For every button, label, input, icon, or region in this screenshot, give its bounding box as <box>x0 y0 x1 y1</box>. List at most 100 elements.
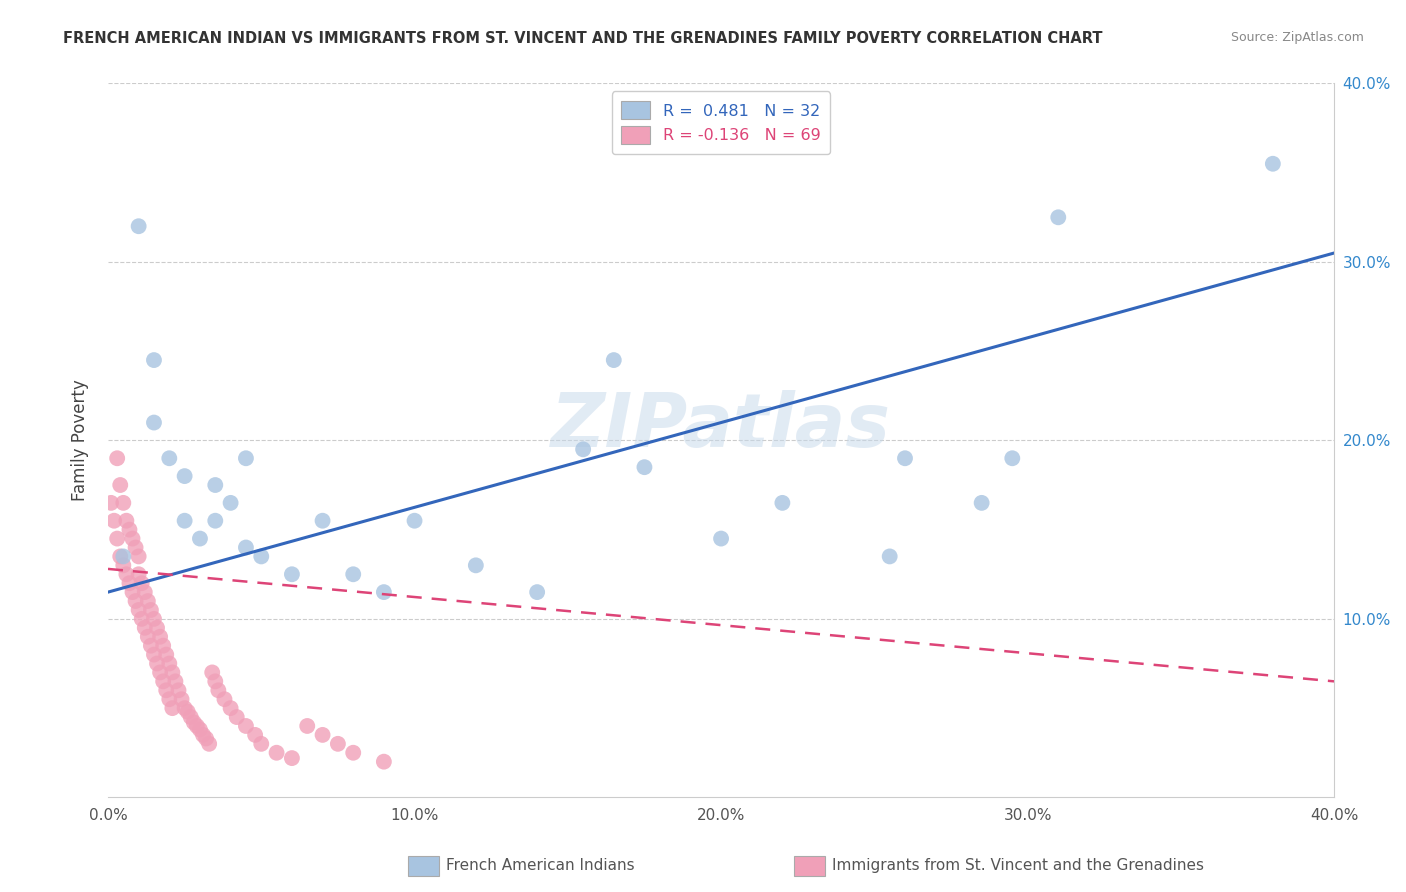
Text: Source: ZipAtlas.com: Source: ZipAtlas.com <box>1230 31 1364 45</box>
Point <box>165 674 187 689</box>
Point <box>404 514 426 528</box>
Point <box>112 549 135 564</box>
Point <box>219 496 242 510</box>
Point <box>170 692 193 706</box>
Point <box>121 585 143 599</box>
Point <box>250 737 273 751</box>
Y-axis label: Family Poverty: Family Poverty <box>72 379 89 501</box>
Point <box>183 715 205 730</box>
Point <box>173 469 195 483</box>
Point <box>603 353 626 368</box>
Point <box>115 567 138 582</box>
Text: French American Indians: French American Indians <box>446 858 634 872</box>
Point <box>204 514 226 528</box>
Point <box>128 549 150 564</box>
Point <box>162 701 184 715</box>
Point <box>152 639 174 653</box>
Point <box>297 719 319 733</box>
Point <box>266 746 288 760</box>
Point <box>201 665 224 680</box>
Point <box>195 731 218 746</box>
Point <box>235 541 257 555</box>
Point <box>143 416 166 430</box>
Text: Immigrants from St. Vincent and the Grenadines: Immigrants from St. Vincent and the Gren… <box>832 858 1205 872</box>
Point <box>204 674 226 689</box>
Point <box>281 567 304 582</box>
Point <box>173 701 195 715</box>
Point <box>180 710 202 724</box>
Point <box>152 674 174 689</box>
Point <box>1047 211 1070 225</box>
Point <box>219 701 242 715</box>
Text: ZIPatlas: ZIPatlas <box>551 390 891 463</box>
Point <box>250 549 273 564</box>
Point <box>235 719 257 733</box>
Point <box>633 460 655 475</box>
Point <box>311 728 333 742</box>
Point <box>243 728 266 742</box>
Point <box>235 451 257 466</box>
Point <box>128 567 150 582</box>
Point <box>225 710 247 724</box>
Point <box>134 621 156 635</box>
Point <box>162 665 184 680</box>
Point <box>134 585 156 599</box>
Point <box>128 219 150 234</box>
Point <box>894 451 917 466</box>
Point <box>373 755 395 769</box>
Point <box>112 558 135 573</box>
Point <box>191 728 214 742</box>
Point <box>326 737 349 751</box>
Point <box>143 353 166 368</box>
Point <box>157 657 180 671</box>
Text: FRENCH AMERICAN INDIAN VS IMMIGRANTS FROM ST. VINCENT AND THE GRENADINES FAMILY : FRENCH AMERICAN INDIAN VS IMMIGRANTS FRO… <box>63 31 1102 46</box>
Point <box>146 621 169 635</box>
Point <box>281 751 304 765</box>
Point <box>136 630 159 644</box>
Point <box>770 496 793 510</box>
Point <box>204 478 226 492</box>
Point <box>1261 157 1284 171</box>
Legend: R =  0.481   N = 32, R = -0.136   N = 69: R = 0.481 N = 32, R = -0.136 N = 69 <box>612 91 831 154</box>
Point <box>131 612 153 626</box>
Point <box>526 585 548 599</box>
Point <box>155 683 177 698</box>
Point <box>149 630 172 644</box>
Point <box>214 692 236 706</box>
Point <box>173 514 195 528</box>
Point <box>139 603 162 617</box>
Point <box>146 657 169 671</box>
Point <box>139 639 162 653</box>
Point <box>110 549 132 564</box>
Point <box>176 705 198 719</box>
Point <box>710 532 733 546</box>
Point <box>124 594 146 608</box>
Point <box>879 549 901 564</box>
Point <box>112 496 135 510</box>
Point <box>118 523 141 537</box>
Point <box>110 478 132 492</box>
Point <box>124 541 146 555</box>
Point <box>143 648 166 662</box>
Point <box>207 683 229 698</box>
Point <box>118 576 141 591</box>
Point <box>311 514 333 528</box>
Point <box>155 648 177 662</box>
Point <box>157 451 180 466</box>
Point <box>136 594 159 608</box>
Point <box>342 567 364 582</box>
Point <box>572 442 595 457</box>
Point <box>186 719 208 733</box>
Point <box>128 603 150 617</box>
Point <box>143 612 166 626</box>
Point <box>198 737 221 751</box>
Point <box>970 496 993 510</box>
Point <box>188 532 211 546</box>
Point <box>157 692 180 706</box>
Point <box>342 746 364 760</box>
Point <box>105 451 128 466</box>
Point <box>115 514 138 528</box>
Point <box>464 558 486 573</box>
Point <box>167 683 190 698</box>
Point <box>149 665 172 680</box>
